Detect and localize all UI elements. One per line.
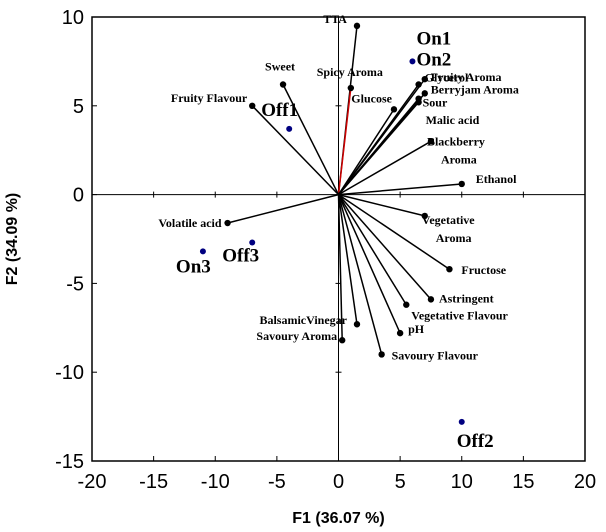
y-tick-label: 10 <box>62 7 84 29</box>
obs-point-off2 <box>458 418 465 425</box>
vector-label-ph: pH <box>408 322 425 336</box>
obs-point-on1 <box>409 58 416 65</box>
y-tick-label: -15 <box>55 451 84 473</box>
vector-blackberry-aroma <box>338 140 432 196</box>
vector-label-savoury-flavour: Savoury Flavour <box>392 348 479 362</box>
vector-vegetative-flavour <box>337 194 407 306</box>
vector-tip-ph <box>396 329 404 337</box>
x-tick-label: 5 <box>395 471 406 493</box>
vector-label-glycerol: Glycerol <box>425 70 469 84</box>
x-axis-title: F1 (36.07 %) <box>292 510 384 527</box>
vector-tip-savoury-aroma <box>338 337 346 344</box>
vector-label-tta: TTA <box>323 12 347 26</box>
y-tick-label: -10 <box>55 362 84 384</box>
vector-vegetative-aroma <box>338 193 425 217</box>
vector-tip-fruity-flavour <box>249 102 256 110</box>
vector-label-fructose: Fructose <box>461 263 506 277</box>
x-tick-labels: -20 -15 -10 -5 0 5 10 15 20 <box>78 471 597 493</box>
obs-label-off1: Off1 <box>261 100 298 121</box>
y-axis-title: F2 (34.09 %) <box>4 193 21 285</box>
vector-glucose <box>337 108 395 196</box>
vector-label-fruity-flavour: Fruity Flavour <box>171 91 248 105</box>
y-tick-labels: 10 5 0 -5 -10 -15 <box>55 7 84 473</box>
vector-tip-vegetative-aroma <box>421 212 428 220</box>
x-tick-label: 0 <box>333 471 344 493</box>
vector-label-malic-acid: Malic acid <box>426 113 480 127</box>
x-tick-label: -15 <box>139 471 168 493</box>
y-tick-label: 5 <box>73 96 84 118</box>
x-tick-label: -10 <box>201 471 230 493</box>
vector-balsamicvinegar <box>337 194 358 325</box>
vector-tip-balsamicvinegar <box>353 321 361 328</box>
y-tick-label: -5 <box>66 273 84 295</box>
vector-tip-blackberry-aroma <box>427 138 435 145</box>
obs-point-off3 <box>249 239 256 246</box>
vector-spicy-aroma <box>337 87 352 195</box>
vector-label-sour: Sour <box>423 96 448 110</box>
vector-fruity-aroma <box>337 78 426 196</box>
vector-tip-savoury-flavour <box>378 351 385 358</box>
vector-fruity-flavour <box>251 105 340 196</box>
vector-tip-berryjam-aroma <box>421 90 428 97</box>
vector-label-balsamicvinegar: BalsamicVinegar <box>259 313 347 327</box>
obs-label-on1: On1 <box>416 28 451 49</box>
vector-label-savoury-aroma: Savoury Aroma <box>256 329 337 343</box>
vector-malic-acid <box>337 101 420 196</box>
vector-tip-volatile-acid <box>224 219 231 227</box>
vector-tip-fructose <box>446 265 453 273</box>
x-tick-label: 15 <box>512 471 534 493</box>
obs-label-off2: Off2 <box>457 431 494 452</box>
vector-label-volatile-acid: Volatile acid <box>158 216 222 230</box>
vector-volatile-acid <box>227 193 339 224</box>
vector-ph <box>337 194 401 334</box>
vector-label-astringent: Astringent <box>439 291 494 305</box>
vector-sweet <box>282 84 340 195</box>
vector-tip-fruity-aroma <box>421 75 428 83</box>
y-tick-label: 0 <box>73 185 84 207</box>
x-tick-label: 10 <box>451 471 473 493</box>
obs-point-on3 <box>199 248 206 255</box>
vector-tip-astringent <box>427 296 435 303</box>
obs-label-on2: On2 <box>416 49 451 70</box>
vector-fructose <box>338 193 450 270</box>
vector-tip-tta <box>353 22 361 30</box>
vector-tip-sweet <box>279 81 287 88</box>
vector-tip-spicy-aroma <box>347 84 355 92</box>
x-tick-label: 20 <box>574 471 596 493</box>
vector-astringent <box>337 194 432 300</box>
vector-label-glucose: Glucose <box>351 91 392 105</box>
vector-savoury-flavour <box>337 194 383 355</box>
vector-label-berryjam-aroma: Berryjam Aroma <box>431 82 519 96</box>
vector-label-ethanol: Ethanol <box>476 172 517 186</box>
vector-label-vegetative-flavour: Vegetative Flavour <box>411 309 508 323</box>
x-tick-label: -20 <box>78 471 107 493</box>
vector-ethanol <box>338 183 462 196</box>
vector-tip-vegetative-flavour <box>403 301 410 308</box>
vector-label-sweet: Sweet <box>265 59 295 73</box>
vector-tip-malic-acid <box>415 99 422 106</box>
vector-tip-ethanol <box>458 180 465 188</box>
x-tick-label: -5 <box>268 471 286 493</box>
obs-point-off1 <box>286 125 293 132</box>
vector-label-spicy-aroma: Spicy Aroma <box>317 65 383 79</box>
vector-savoury-aroma <box>337 194 343 341</box>
vector-label-blackberry-aroma: Blackberry Aroma <box>427 134 485 166</box>
obs-label-on3: On3 <box>176 256 211 277</box>
vector-label-fruity-aroma: Fruity Aroma <box>431 70 502 84</box>
obs-label-off3: Off3 <box>222 246 259 267</box>
vector-label-vegetative-aroma: Vegetative Aroma <box>422 213 476 245</box>
vector-tip-glucose <box>390 106 398 113</box>
